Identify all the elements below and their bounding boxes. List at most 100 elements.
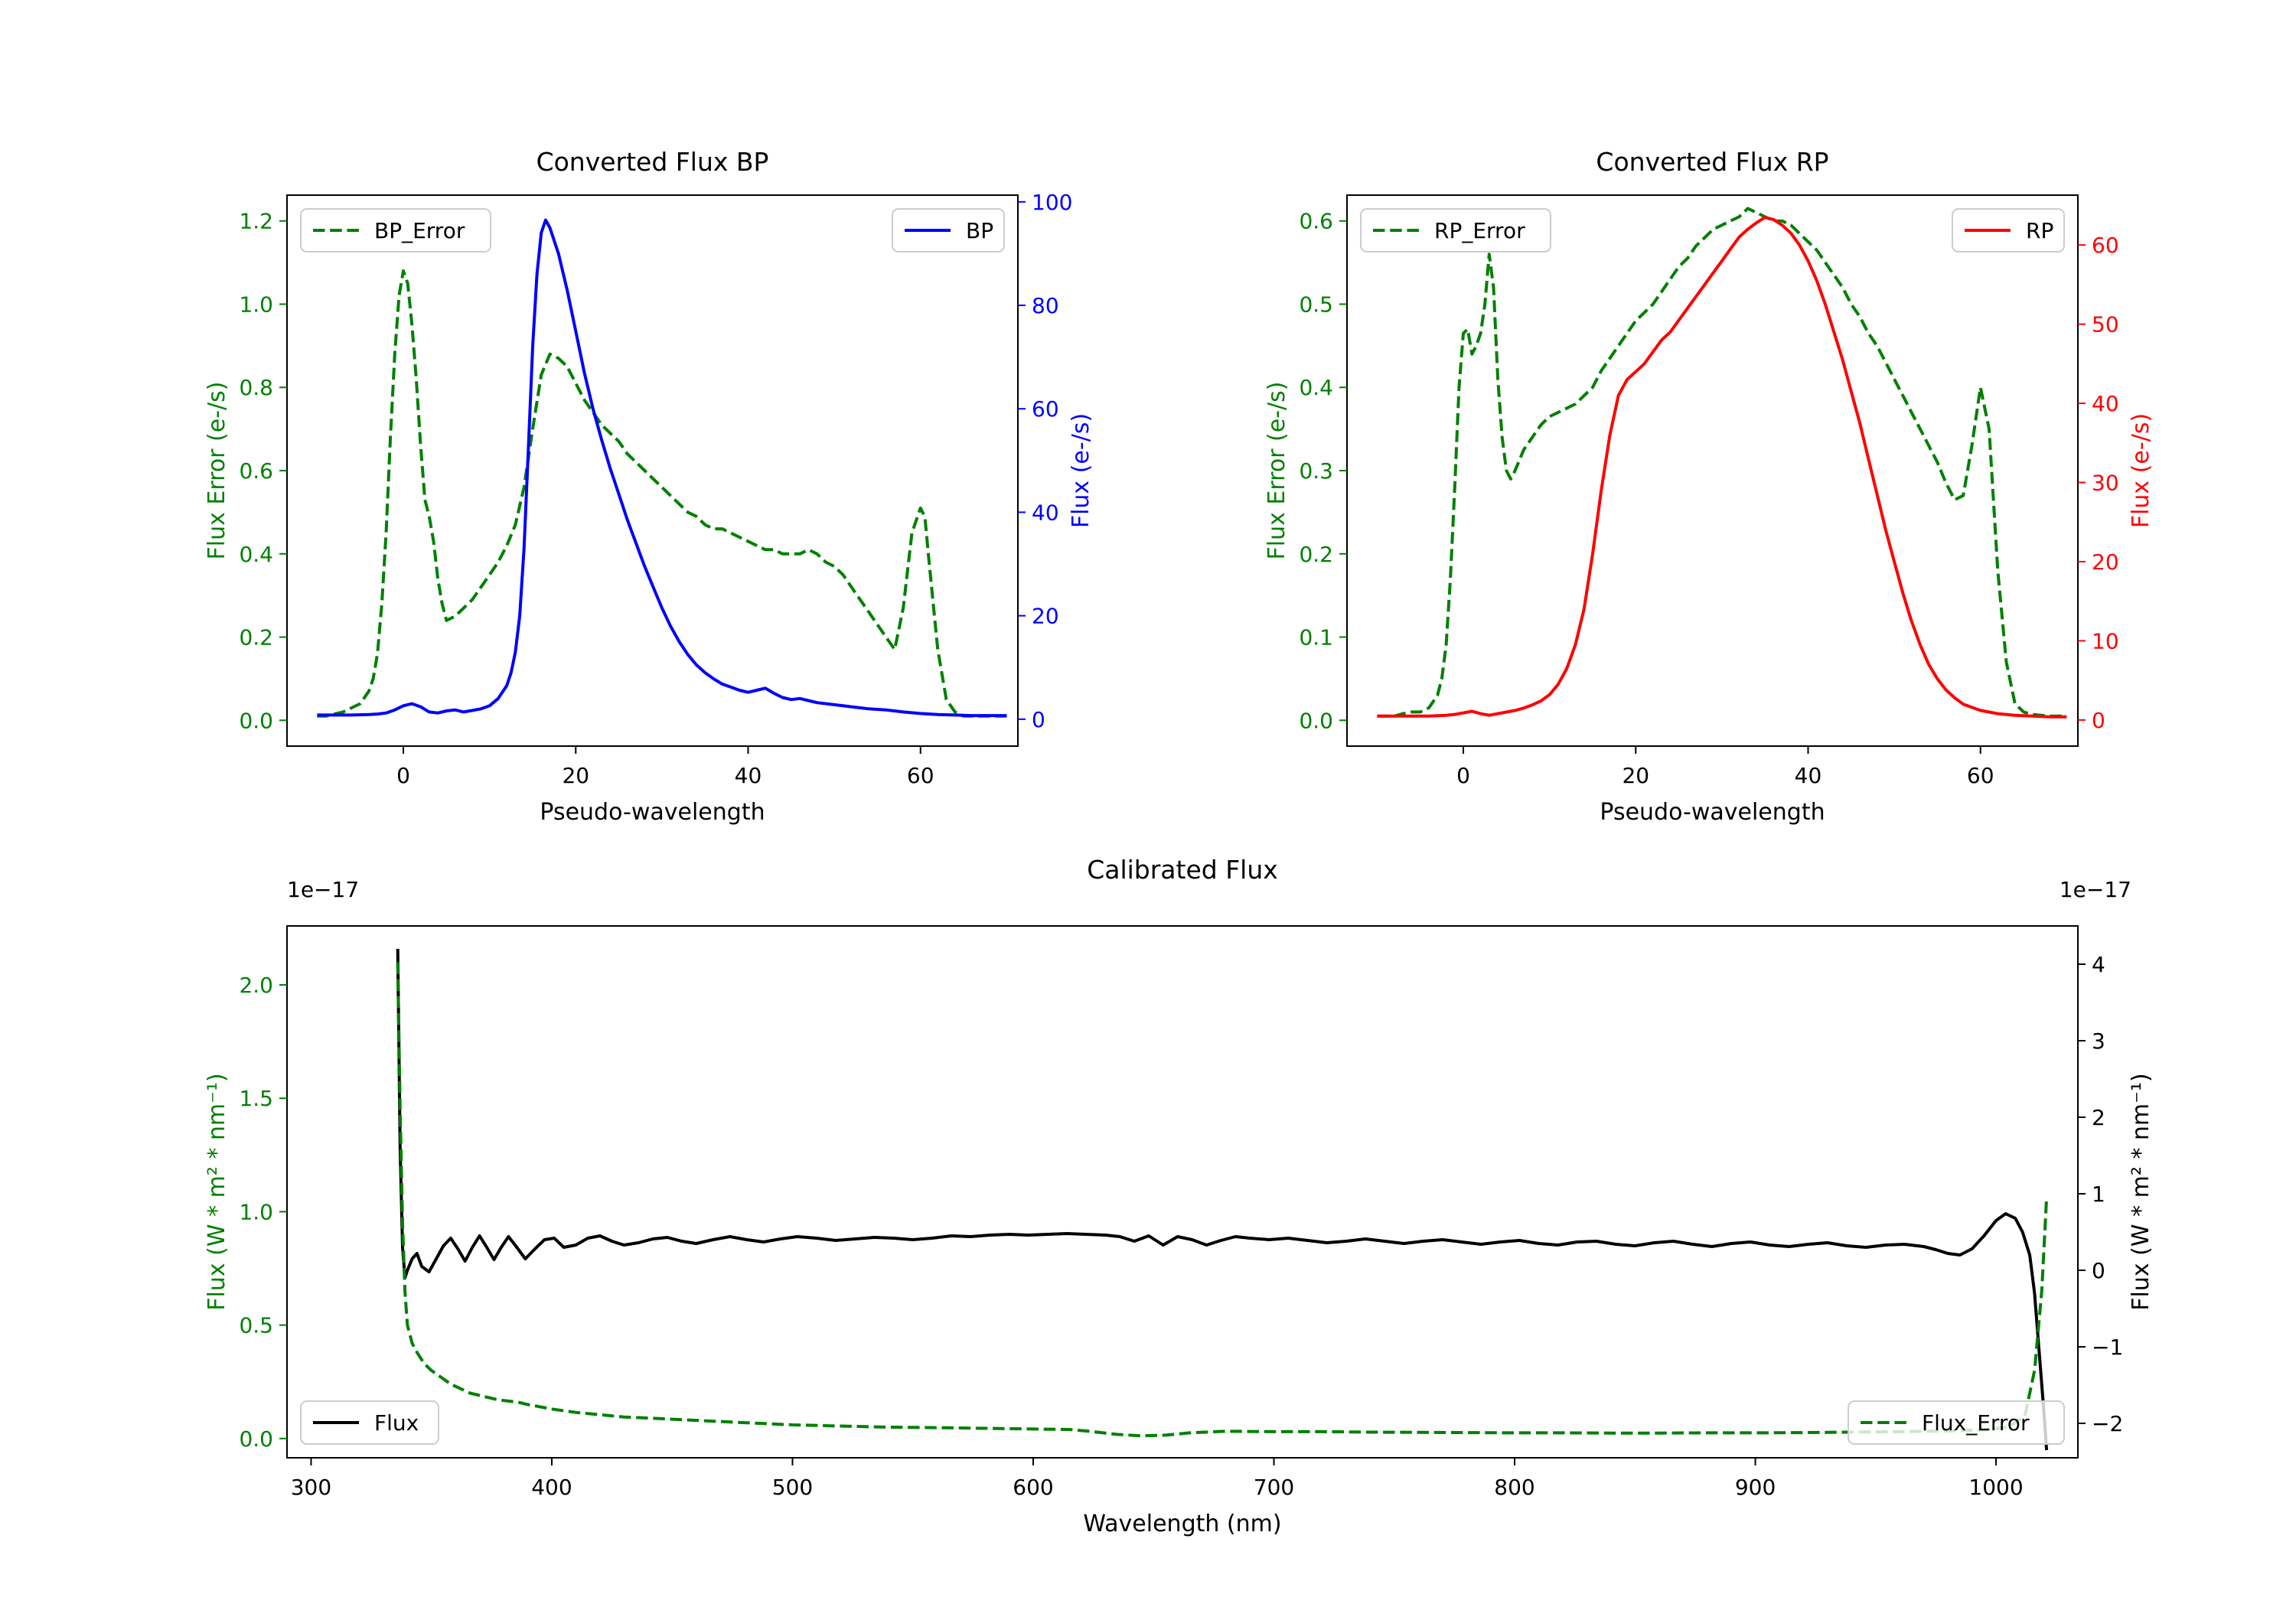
left-y-axis-title: Flux (W * m² * nm⁻¹) (204, 1073, 230, 1310)
y-tick-label: 2 (2092, 1105, 2105, 1130)
y-tick-label: 60 (1032, 396, 1059, 422)
legend-label: Flux (374, 1410, 419, 1436)
right-y-axis-title: Flux (e-/s) (1068, 413, 1094, 528)
x-axis-title: Pseudo-wavelength (1600, 799, 1825, 826)
x-tick-label: 900 (1735, 1475, 1776, 1500)
left-y-axis: 0.0 0.2 0.4 0.6 0.8 1.0 1.2 Flux Error (e-/s) (204, 209, 287, 733)
legend-frame (300, 208, 491, 253)
x-tick-label: 20 (1622, 763, 1649, 788)
x-axis-title: Pseudo-wavelength (540, 799, 765, 826)
legend-Flux: Flux (300, 1400, 439, 1445)
x-tick-label: 40 (735, 763, 762, 788)
y-tick-label: 20 (1032, 604, 1059, 629)
x-tick-label: 800 (1494, 1475, 1534, 1500)
left-y-axis: 0.0 0.5 1.0 1.5 2.0 Flux (W * m² * nm⁻¹) 1e−17 (204, 877, 359, 1452)
legend-label: RP (2026, 218, 2053, 243)
left-y-axis-title: Flux Error (e-/s) (1264, 382, 1290, 560)
left-y-axis-title: Flux Error (e-/s) (204, 382, 230, 560)
y-tick-label: 0.0 (239, 708, 273, 733)
x-tick-label: 60 (1967, 763, 1994, 788)
x-tick-label: 1000 (1968, 1475, 2023, 1500)
legend-label: RP_Error (1434, 218, 1525, 243)
y-tick-label: 40 (2092, 391, 2119, 416)
x-tick-label: 40 (1795, 763, 1822, 788)
chart-title: Converted Flux RP (1596, 147, 1828, 177)
y-tick-label: 0 (2092, 1258, 2105, 1283)
y-tick-label: 0.6 (239, 458, 273, 484)
y-tick-label: 0.5 (1299, 292, 1333, 317)
y-tick-label: 60 (2092, 233, 2119, 258)
y-tick-label: 1 (2092, 1182, 2105, 1207)
x-tick-label: 300 (291, 1475, 331, 1500)
right-y-axis-title: Flux (W * m² * nm⁻¹) (2128, 1073, 2154, 1310)
x-tick-label: 20 (562, 763, 589, 788)
x-axis-title: Wavelength (nm) (1083, 1511, 1281, 1537)
left-y-axis: 0.0 0.1 0.2 0.3 0.4 0.5 0.6 Flux Error (e-/s) (1264, 209, 1347, 733)
y-tick-label: −2 (2092, 1411, 2123, 1436)
y-tick-label: 0.4 (1299, 375, 1333, 400)
x-tick-label: 400 (531, 1475, 572, 1500)
legend-frame (1848, 1400, 2065, 1445)
legend-BP: BP (892, 208, 1005, 253)
series-RP (1377, 216, 2067, 719)
x-axis: 300 400 500 600 700 800 900 1000 (291, 1458, 2024, 1500)
right-y-axis: 0 20 40 60 80 100 Flux (e-/s) (1018, 190, 1094, 732)
y-tick-label: −1 (2092, 1335, 2123, 1360)
chart-title: Converted Flux BP (536, 147, 769, 177)
series-BP (317, 218, 1007, 718)
y-tick-label: 0.2 (239, 625, 273, 650)
legend-BP_Error: BP_Error (300, 208, 491, 253)
legend-label: BP_Error (374, 218, 465, 243)
axes-frame (286, 925, 2079, 1459)
legend-label: BP (966, 218, 993, 243)
y-tick-label: 50 (2092, 312, 2119, 337)
y-tick-label: 40 (1032, 500, 1059, 525)
y-tick-label: 0.0 (239, 1426, 273, 1452)
y-tick-label: 10 (2092, 628, 2119, 654)
y-tick-label: 2.0 (239, 973, 273, 998)
chart-title: Calibrated Flux (1087, 855, 1278, 885)
y-tick-label: 0.8 (239, 375, 273, 400)
y-tick-label: 0 (1032, 707, 1045, 732)
legend-Flux_Error: Flux_Error (1848, 1400, 2065, 1445)
y-tick-label: 1.0 (239, 1199, 273, 1224)
y-tick-label: 0.6 (1299, 209, 1333, 234)
y-tick-label: 4 (2092, 952, 2105, 977)
y-tick-label: 100 (1032, 190, 1072, 215)
y-tick-label: 0.1 (1299, 625, 1333, 650)
y-tick-label: 3 (2092, 1028, 2105, 1054)
y-tick-label: 1.0 (239, 292, 273, 317)
x-tick-label: 600 (1013, 1475, 1053, 1500)
y-tick-label: 1.5 (239, 1086, 273, 1111)
legend-RP: RP (1952, 208, 2065, 253)
y-tick-label: 80 (1032, 293, 1059, 318)
y-tick-label: 0.5 (239, 1313, 273, 1338)
x-tick-label: 0 (1456, 763, 1470, 788)
series-Flux_Error (396, 962, 2049, 1438)
y-tick-label: 30 (2092, 471, 2119, 496)
x-axis: 0 20 40 60 (1456, 746, 1994, 788)
y-tick-label: 20 (2092, 549, 2119, 575)
left-axis-offset-text: 1e−17 (287, 877, 359, 902)
y-tick-label: 0.0 (1299, 708, 1333, 733)
series-BP_Error (317, 269, 1007, 718)
x-tick-label: 60 (907, 763, 934, 788)
right-axis-offset-text: 1e−17 (2060, 877, 2131, 902)
series-RP_Error (1377, 207, 2067, 718)
y-tick-label: 0 (2092, 708, 2105, 733)
x-tick-label: 0 (396, 763, 410, 788)
x-tick-label: 700 (1254, 1475, 1294, 1500)
legend-frame (300, 1400, 439, 1445)
right-y-axis: 0 10 20 30 40 50 60 Flux (e-/s) (2078, 233, 2154, 733)
y-tick-label: 1.2 (239, 209, 273, 234)
right-y-axis-title: Flux (e-/s) (2128, 413, 2154, 528)
x-tick-label: 500 (772, 1475, 813, 1500)
legend-RP_Error: RP_Error (1360, 208, 1551, 253)
x-axis: 0 20 40 60 (396, 746, 934, 788)
series-Flux (396, 948, 2049, 1451)
right-y-axis: −2 −1 0 1 2 3 4 Flux (W * m² * nm⁻¹) 1e−17 (2060, 877, 2154, 1436)
